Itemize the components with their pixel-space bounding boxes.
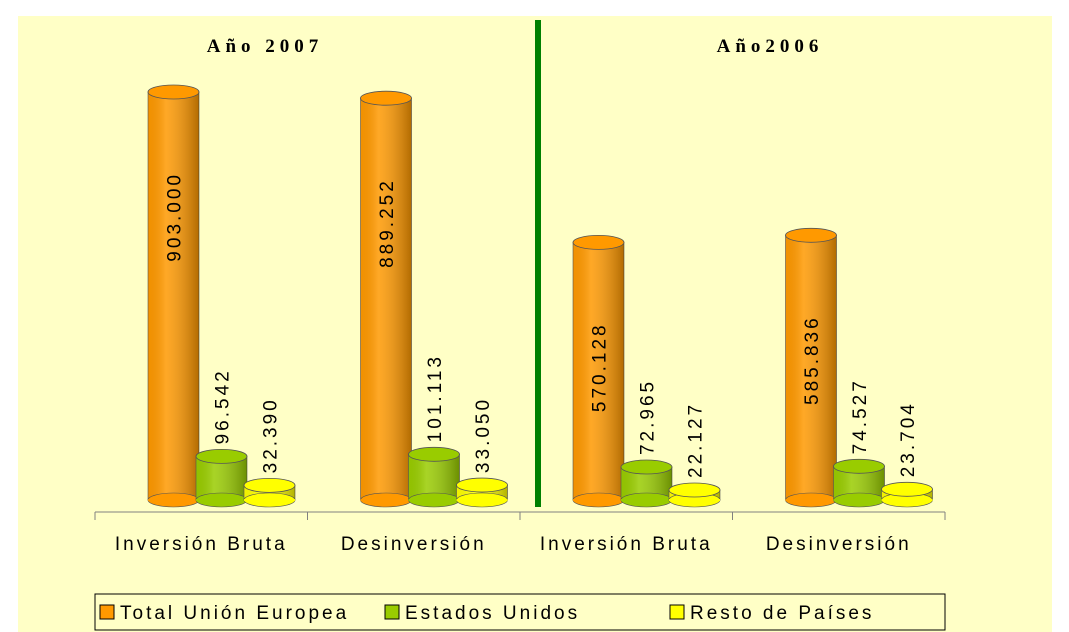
bar-top	[833, 458, 885, 474]
legend-label: Estados Unidos	[405, 603, 580, 624]
value-label: 101.113	[425, 354, 446, 442]
value-label: 570.128	[590, 322, 611, 412]
value-label: 96.542	[213, 368, 234, 444]
bar-shade	[881, 499, 933, 501]
bar-shade	[148, 92, 199, 500]
legend-label: Total Unión Europea	[120, 603, 349, 624]
bar-top	[360, 90, 412, 106]
bar-shade	[196, 499, 247, 501]
bar-shade	[669, 499, 720, 501]
bar-top	[195, 448, 248, 464]
bar-shade	[360, 98, 412, 500]
group-title: Año2006	[717, 36, 824, 57]
x-tick-label: Inversión Bruta	[540, 534, 713, 555]
bar-top	[785, 227, 837, 243]
x-tick-label: Desinversión	[766, 534, 912, 555]
bar-top	[243, 477, 296, 493]
bar-shade	[456, 499, 508, 501]
bar-shade	[785, 499, 837, 501]
value-label: 585.836	[802, 315, 823, 405]
legend-swatch	[669, 604, 685, 620]
bar-shade	[573, 499, 624, 501]
bar-top	[408, 446, 460, 462]
bar-top	[147, 84, 200, 100]
bar-top	[881, 481, 933, 497]
legend	[94, 593, 946, 631]
x-tick-label: Desinversión	[341, 534, 487, 555]
value-label: 74.527	[850, 378, 871, 454]
value-label: 903.000	[165, 172, 186, 262]
bar-shade	[573, 242, 624, 500]
bar-shade	[785, 235, 837, 500]
group-title: Año 2007	[207, 36, 324, 57]
bar-shade	[833, 499, 885, 501]
bar-top	[668, 482, 721, 498]
bar-top	[620, 459, 673, 475]
bar-shade	[621, 499, 672, 501]
value-label: 33.050	[473, 397, 494, 473]
bar-top	[456, 477, 508, 493]
value-label: 889.252	[377, 178, 398, 268]
value-label: 22.127	[686, 402, 707, 478]
value-label: 23.704	[898, 401, 919, 477]
bar-shade	[408, 454, 460, 500]
legend-swatch	[384, 604, 400, 620]
x-tick-label: Inversión Bruta	[115, 534, 288, 555]
legend-label: Resto de Países	[690, 603, 874, 624]
bar-shade	[360, 499, 412, 501]
bar-top	[572, 235, 625, 250]
value-label: 72.965	[638, 379, 659, 455]
bar-shade	[148, 499, 199, 501]
legend-swatch	[99, 604, 115, 620]
value-label: 32.390	[261, 397, 282, 473]
bar-shade	[408, 499, 460, 501]
bar-shade	[244, 499, 295, 501]
